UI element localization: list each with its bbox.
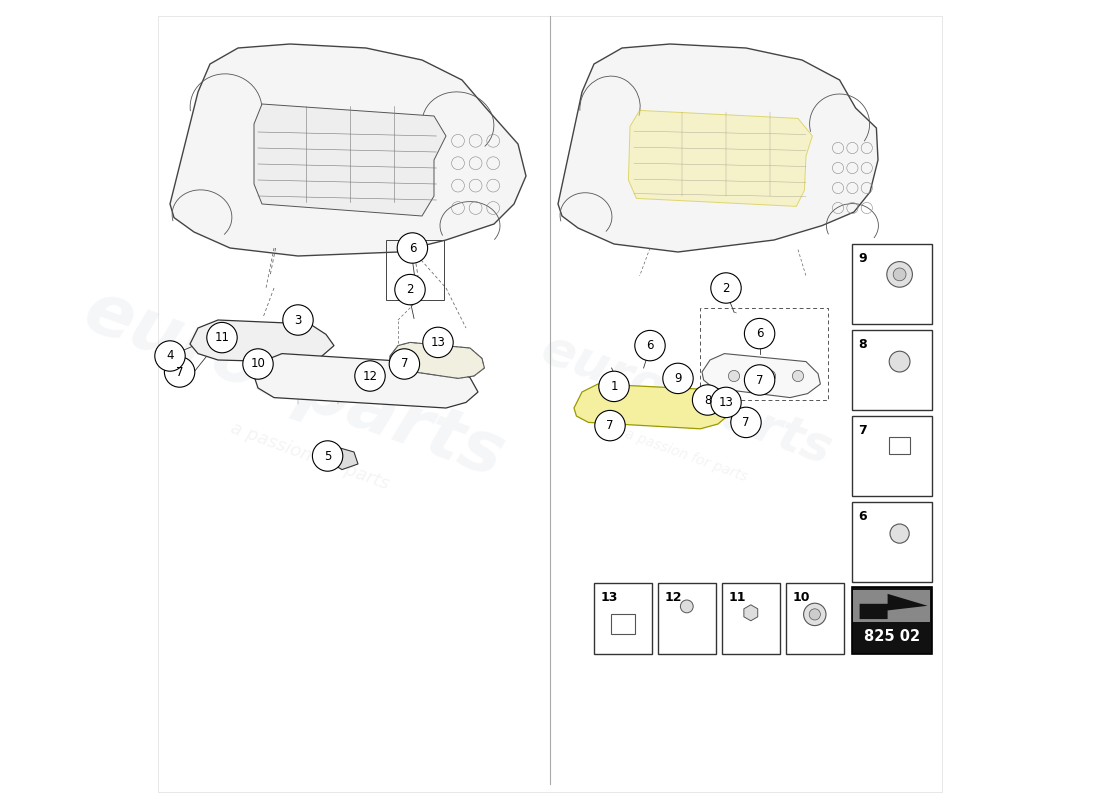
Polygon shape [190,320,334,362]
Bar [851,502,932,582]
Polygon shape [390,342,484,378]
Text: 3: 3 [295,314,301,326]
Text: 6: 6 [409,242,416,254]
Text: 7: 7 [742,416,750,429]
Circle shape [595,410,625,441]
Text: 6: 6 [756,327,763,340]
Text: 10: 10 [792,591,810,604]
Circle shape [397,233,428,263]
Polygon shape [170,44,526,256]
Circle shape [681,600,693,613]
Text: 13: 13 [601,591,618,604]
Bar [594,583,651,654]
Bar [386,240,443,300]
Text: a passion for parts: a passion for parts [228,419,392,493]
Circle shape [422,327,453,358]
Circle shape [243,349,273,379]
Circle shape [635,330,666,361]
Circle shape [764,370,776,382]
Bar [889,437,910,454]
Text: 7: 7 [756,374,763,386]
Circle shape [207,322,238,353]
Text: 6: 6 [647,339,653,352]
Circle shape [389,349,419,379]
Text: eurosparts: eurosparts [75,276,514,492]
Text: 13: 13 [430,336,446,349]
Bar [786,583,844,654]
Circle shape [804,603,826,626]
Text: 825 02: 825 02 [864,629,920,644]
Text: 7: 7 [400,358,408,370]
Polygon shape [744,605,758,621]
Bar [851,244,932,324]
Polygon shape [558,44,878,252]
Circle shape [283,305,313,335]
Bar [851,416,932,496]
Text: 2: 2 [720,403,728,413]
Text: 8: 8 [704,394,712,406]
Text: a passion for parts: a passion for parts [623,427,749,485]
Text: 2: 2 [406,283,414,296]
Circle shape [745,365,774,395]
Bar [851,330,932,410]
Text: 2: 2 [723,282,729,294]
Circle shape [745,318,774,349]
Bar [854,590,930,622]
Polygon shape [574,384,729,429]
Circle shape [395,274,426,305]
Circle shape [728,370,739,382]
Circle shape [810,609,821,620]
Text: 13: 13 [718,396,734,409]
Circle shape [887,262,912,287]
Circle shape [711,387,741,418]
Text: 12: 12 [664,591,682,604]
Text: 9: 9 [674,372,682,385]
Text: 7: 7 [858,424,867,437]
Text: 9: 9 [858,252,867,265]
Circle shape [355,361,385,391]
Polygon shape [628,110,813,206]
Circle shape [164,357,195,387]
Text: 10: 10 [251,358,265,370]
Text: 11: 11 [728,591,746,604]
Text: 12: 12 [363,370,377,382]
Polygon shape [702,354,821,398]
Circle shape [893,268,906,281]
Bar [658,583,716,654]
Text: 8: 8 [858,338,867,350]
Text: 4: 4 [166,350,174,362]
Bar [610,614,635,634]
Bar [851,587,932,654]
Circle shape [155,341,185,371]
Bar [701,308,828,400]
Polygon shape [859,594,927,619]
Text: 5: 5 [323,450,331,462]
Polygon shape [254,104,446,216]
Circle shape [792,370,804,382]
Circle shape [312,441,343,471]
Text: eurosparts: eurosparts [534,325,838,475]
Circle shape [711,273,741,303]
Circle shape [730,407,761,438]
Text: 6: 6 [858,510,867,522]
Circle shape [889,351,910,372]
Polygon shape [322,444,358,470]
Circle shape [890,524,910,543]
Circle shape [663,363,693,394]
Text: 11: 11 [214,331,230,344]
Circle shape [692,385,723,415]
Circle shape [598,371,629,402]
Polygon shape [254,354,478,408]
Text: 1: 1 [610,380,618,393]
Bar [722,583,780,654]
Text: 7: 7 [606,419,614,432]
Text: 7: 7 [176,366,184,378]
